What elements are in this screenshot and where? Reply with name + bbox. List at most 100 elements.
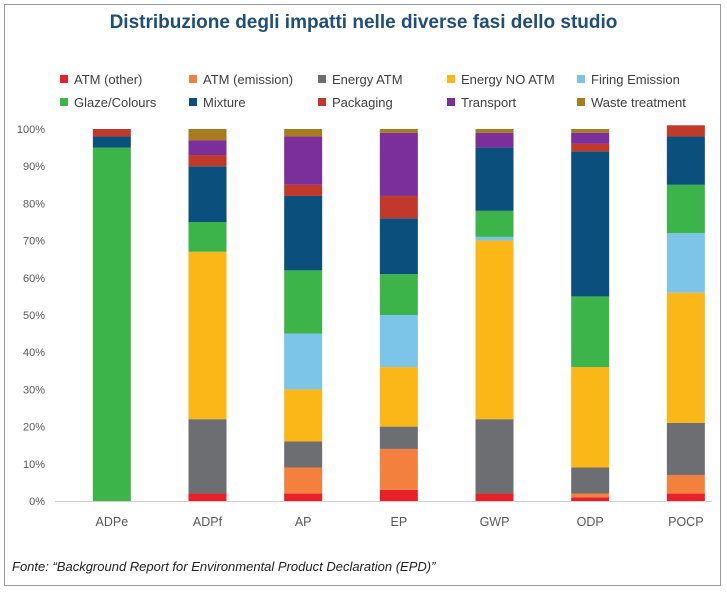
bar-segment — [571, 151, 610, 297]
legend-swatch — [60, 75, 68, 83]
legend-item: ATM (emission) — [189, 70, 293, 88]
legend-swatch — [318, 75, 326, 83]
legend-item: Waste treatment — [577, 93, 686, 111]
bar-segment — [379, 489, 418, 501]
legend-swatch — [577, 98, 585, 106]
legend-label: Transport — [461, 94, 517, 110]
y-tick-label: 90% — [23, 161, 45, 173]
bar-segment — [475, 132, 514, 148]
bar-segment — [571, 493, 610, 498]
bar-segment — [284, 493, 323, 501]
legend: ATM (other) ATM (emission) Energy ATM Energ… — [0, 66, 727, 114]
bar-segment — [379, 426, 418, 449]
bar-segment — [188, 419, 227, 494]
bar-segment — [284, 333, 323, 390]
legend-label: Waste treatment — [591, 94, 686, 110]
bar-segment — [379, 195, 418, 219]
y-tick-label: 80% — [23, 198, 45, 210]
bar-segment — [571, 367, 610, 468]
bar-segment — [666, 292, 705, 423]
legend-swatch — [189, 98, 197, 106]
bar-segment — [379, 218, 418, 275]
bar-segment — [379, 132, 418, 196]
bar-segment — [571, 467, 610, 494]
chart-title: Distribuzione degli impatti nelle divers… — [109, 12, 618, 33]
legend-label: Packaging — [332, 94, 393, 110]
y-tick-label: 30% — [23, 384, 45, 396]
x-tick-label: GWP — [480, 515, 510, 529]
x-tick-label: ODP — [577, 515, 604, 529]
bar-segment — [379, 274, 418, 315]
bar-segment — [571, 143, 610, 152]
bar-segment — [666, 233, 705, 293]
bar-segment — [188, 155, 227, 167]
bar-segment — [475, 129, 514, 133]
bar-segment — [475, 493, 514, 501]
legend-item: Firing Emission — [577, 70, 680, 88]
x-tick-label: ADPf — [193, 515, 223, 529]
bar-segment — [571, 132, 610, 144]
bar-segment — [92, 129, 131, 137]
legend-item: Transport — [447, 93, 516, 111]
bar-segment — [284, 270, 323, 334]
bar-segment — [379, 448, 418, 490]
legend-label: ATM (emission) — [203, 71, 294, 87]
legend-swatch — [447, 98, 455, 106]
legend-item: Energy NO ATM — [447, 70, 555, 88]
bar-segment — [284, 389, 323, 442]
legend-swatch — [189, 75, 197, 83]
bar-segment — [666, 493, 705, 501]
legend-item: ATM (other) — [60, 70, 142, 88]
legend-label: ATM (other) — [74, 71, 143, 87]
legend-swatch — [577, 75, 585, 83]
bar-segment — [571, 129, 610, 133]
legend-label: Energy NO ATM — [461, 71, 555, 87]
bar-segment — [284, 136, 323, 185]
legend-label: Firing Emission — [591, 71, 680, 87]
bar-segment — [571, 497, 610, 501]
bar-segment — [379, 367, 418, 427]
bar-segment — [379, 315, 418, 368]
legend-item: Mixture — [189, 93, 246, 111]
bar-segment — [92, 136, 131, 148]
y-tick-label: 0% — [29, 496, 45, 508]
bar-segment — [666, 125, 705, 137]
bar-segment — [475, 210, 514, 237]
bar-segment — [92, 147, 131, 501]
y-tick-label: 60% — [23, 273, 45, 285]
bar-segment — [284, 195, 323, 271]
bar-segment — [188, 493, 227, 501]
y-tick-label: 70% — [23, 236, 45, 248]
legend-label: Energy ATM — [332, 71, 403, 87]
bar-segment — [284, 441, 323, 468]
bar-segment — [475, 147, 514, 211]
legend-label: Glaze/Colours — [74, 94, 157, 110]
legend-item: Energy ATM — [318, 70, 403, 88]
source-note: Fonte: “Background Report for Environmen… — [12, 559, 436, 574]
bar-segment — [188, 251, 227, 420]
bar-segment — [188, 166, 227, 222]
y-tick-label: 20% — [23, 422, 45, 434]
bar-segment — [188, 140, 227, 156]
bar-segment — [475, 240, 514, 420]
y-tick-label: 50% — [23, 310, 45, 322]
x-tick-label: ADPe — [96, 515, 129, 529]
bar-segment — [188, 129, 227, 141]
bar-segment — [666, 422, 705, 475]
bar-segment — [666, 136, 705, 185]
bar-segment — [284, 184, 323, 196]
legend-item: Packaging — [318, 93, 393, 111]
bar-segment — [475, 419, 514, 494]
bar-segment — [188, 222, 227, 252]
bar-segment — [284, 467, 323, 494]
bar-segment — [666, 184, 705, 234]
legend-swatch — [447, 75, 455, 83]
bar-segment — [379, 129, 418, 133]
y-tick-label: 100% — [17, 124, 45, 136]
x-tick-label: POCP — [668, 515, 703, 529]
y-tick-label: 40% — [23, 347, 45, 359]
legend-item: Glaze/Colours — [60, 93, 156, 111]
y-tick-label: 10% — [23, 459, 45, 471]
bar-segment — [666, 474, 705, 494]
